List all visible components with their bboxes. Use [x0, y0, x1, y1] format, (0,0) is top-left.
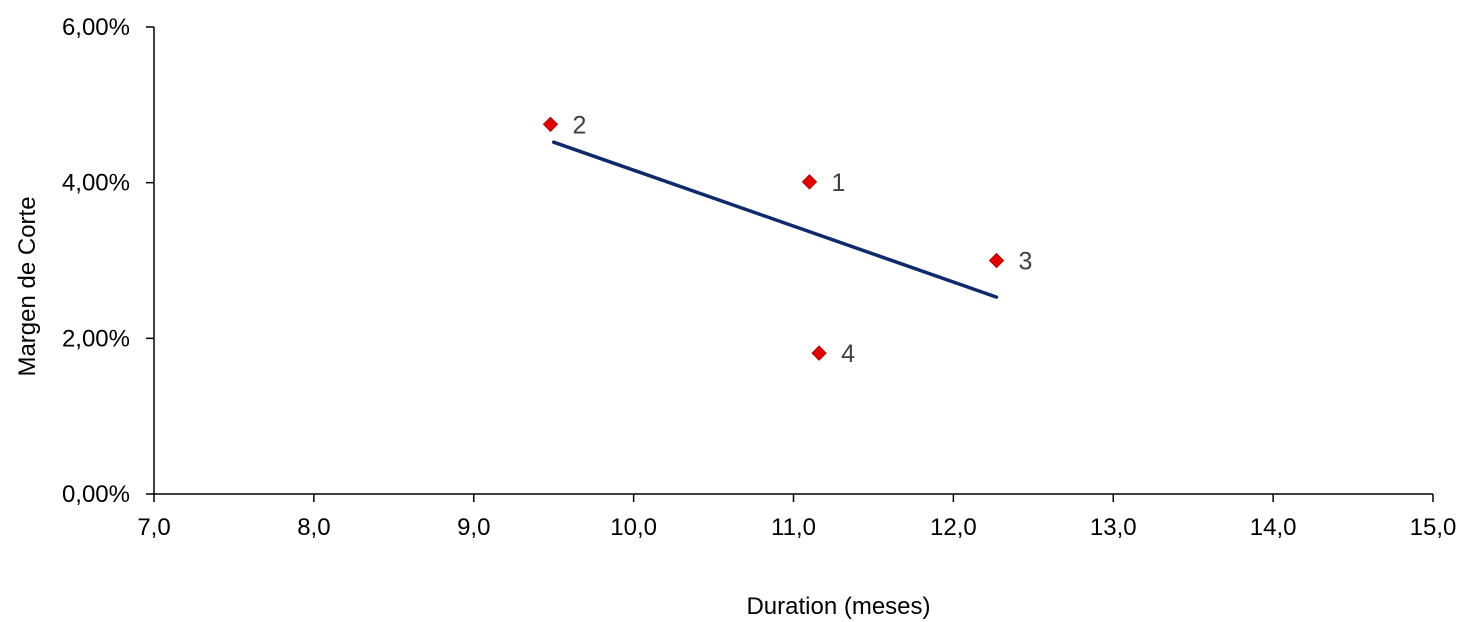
data-label-2: 2	[572, 111, 586, 139]
y-tick-label: 0,00%	[62, 481, 130, 508]
trendline	[551, 140, 999, 299]
trendline-layer	[551, 140, 999, 299]
data-points-layer: 1 2 3 4	[542, 111, 1033, 368]
y-tick-label: 6,00%	[62, 14, 130, 41]
x-tick-label: 15,0	[1410, 514, 1457, 541]
data-point-1	[801, 174, 818, 190]
x-tick-label: 9,0	[457, 514, 490, 541]
data-label-1: 1	[831, 169, 845, 197]
x-tick-label: 12,0	[930, 514, 977, 541]
x-tick-label: 14,0	[1250, 514, 1297, 541]
x-axis-title: Duration (meses)	[746, 593, 930, 620]
data-label-3: 3	[1019, 248, 1033, 276]
data-point-2	[542, 116, 559, 132]
data-label-4: 4	[841, 340, 855, 368]
axes: 0,00% 2,00% 4,00% 6,00% 7,0 8,0 9,0 10,0 11,0 12,…	[62, 14, 1456, 541]
data-point-4	[811, 345, 827, 361]
y-tick-label: 4,00%	[62, 170, 130, 197]
x-tick-label: 7,0	[137, 514, 170, 541]
data-point-3	[988, 252, 1005, 269]
y-tick-label: 2,00%	[62, 325, 130, 352]
x-tick-label: 11,0	[771, 514, 816, 541]
x-tick-label: 8,0	[297, 514, 330, 541]
x-tick-label: 13,0	[1090, 514, 1137, 541]
y-axis-title: Margen de Corte	[14, 196, 41, 376]
x-tick-label: 10,0	[610, 514, 657, 541]
